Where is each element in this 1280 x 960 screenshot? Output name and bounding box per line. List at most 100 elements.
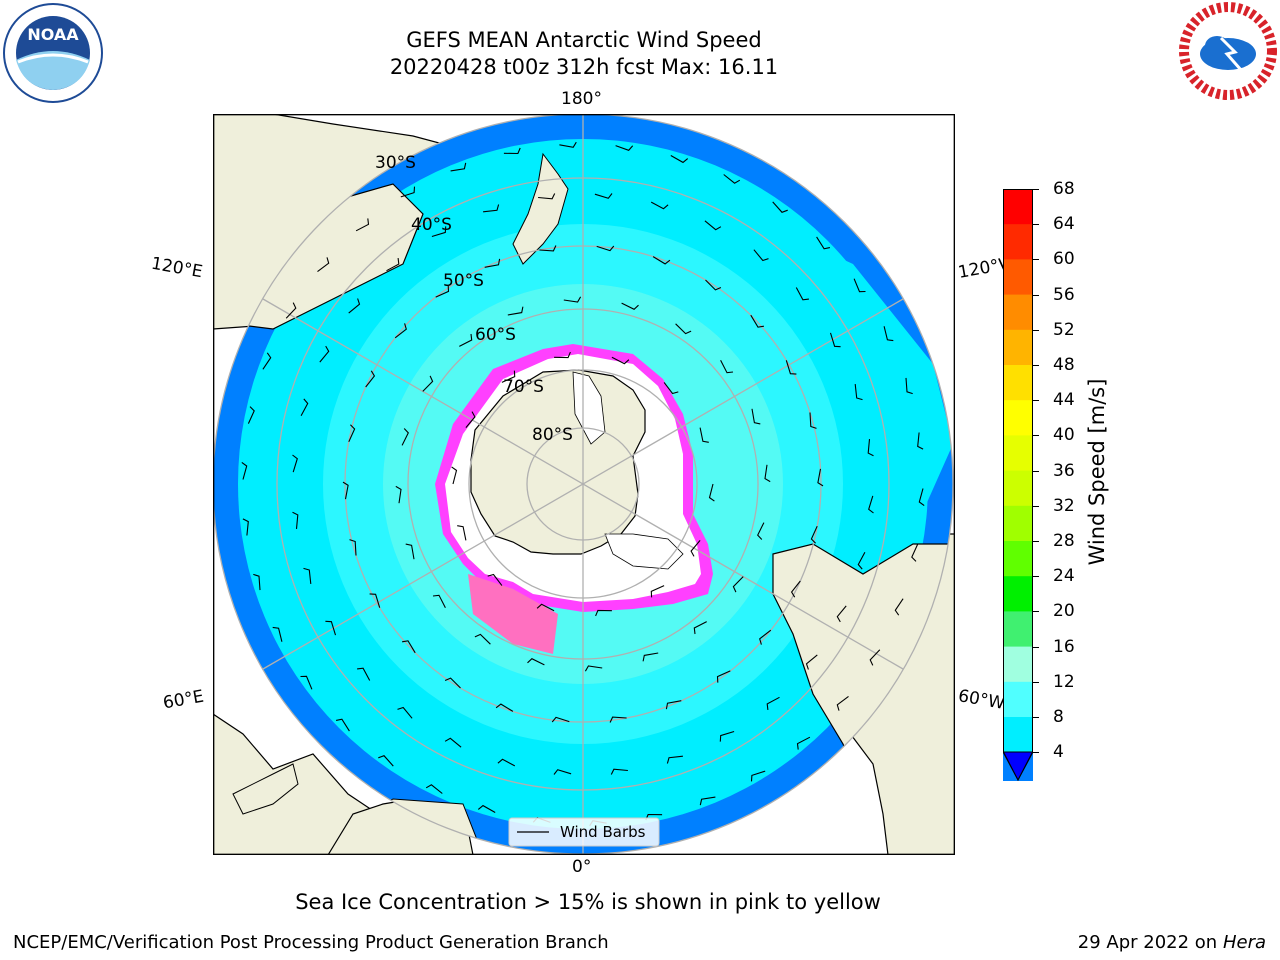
colorbar-tick-label: 20 bbox=[1053, 601, 1075, 622]
wind-barb bbox=[716, 670, 731, 683]
wind-barb bbox=[495, 703, 514, 712]
wind-barb bbox=[809, 412, 817, 429]
wind-barb bbox=[444, 677, 461, 689]
wind-barb bbox=[796, 736, 811, 750]
colorbar-band bbox=[1003, 400, 1033, 436]
colorbar-tick-label: 24 bbox=[1053, 566, 1075, 587]
colorbar-tick-mark bbox=[1033, 189, 1039, 190]
lat-label-40s: 40°S bbox=[411, 215, 452, 235]
wind-barb bbox=[539, 245, 557, 252]
wind-barb bbox=[285, 302, 297, 319]
wind-barb bbox=[690, 540, 701, 557]
colorbar-tick-mark bbox=[1033, 435, 1039, 437]
lon-label-180: 180° bbox=[561, 89, 602, 109]
wind-barb bbox=[253, 573, 261, 591]
colorbar-band bbox=[1003, 717, 1033, 753]
wind-barb bbox=[708, 483, 715, 502]
wind-barb bbox=[670, 155, 689, 164]
lat-label-60s: 60°S bbox=[475, 325, 516, 345]
wind-barb bbox=[483, 204, 500, 213]
wind-barb bbox=[300, 398, 309, 417]
colorbar-tick-mark bbox=[1033, 681, 1039, 683]
wind-barb bbox=[665, 700, 682, 710]
colorbar-tick-label: 56 bbox=[1053, 284, 1075, 305]
colorbar-band bbox=[1003, 435, 1033, 472]
colorbar-tick-mark bbox=[1033, 646, 1039, 648]
colorbar-tick-label: 44 bbox=[1053, 390, 1075, 411]
lon-label-60w: 60°W bbox=[956, 686, 1007, 714]
wind-barb bbox=[666, 755, 683, 764]
colorbar-band bbox=[1003, 541, 1033, 577]
wind-barb bbox=[894, 598, 904, 616]
colorbar-tick-label: 16 bbox=[1053, 636, 1075, 657]
colorbar-tick-mark bbox=[1033, 505, 1039, 507]
wind-barb bbox=[609, 716, 627, 723]
colorbar-tick-mark bbox=[1033, 541, 1039, 542]
wind-barb bbox=[553, 769, 572, 775]
wind-barb bbox=[772, 201, 788, 213]
colorbar-tick-label: 64 bbox=[1053, 214, 1075, 235]
colorbar-tick-mark bbox=[1033, 611, 1039, 613]
colorbar-tick-label: 28 bbox=[1053, 531, 1075, 551]
colorbar-band bbox=[1003, 329, 1033, 366]
wind-barb bbox=[857, 551, 866, 570]
wind-barb bbox=[369, 593, 381, 608]
colorbar-tick-mark bbox=[1033, 329, 1039, 331]
colorbar-band bbox=[1003, 646, 1033, 683]
wind-barb bbox=[501, 370, 516, 383]
wind-barb bbox=[365, 370, 376, 388]
wind-barb bbox=[693, 621, 707, 635]
colorbar-tick-label: 36 bbox=[1053, 460, 1075, 481]
wind-barb bbox=[425, 784, 443, 794]
wind-barb bbox=[357, 667, 371, 681]
wind-barb bbox=[704, 220, 722, 231]
colorbar-tick-label: 60 bbox=[1053, 249, 1075, 270]
wind-barb bbox=[917, 432, 924, 450]
wind-barb bbox=[817, 468, 824, 487]
wind-barb bbox=[750, 314, 764, 328]
wind-barb bbox=[451, 466, 458, 485]
lon-label-0: 0° bbox=[572, 857, 592, 877]
wind-barb bbox=[378, 755, 394, 767]
date-line: 29 Apr 2022 on Hera bbox=[1077, 932, 1266, 953]
wind-barb bbox=[853, 278, 866, 293]
wind-barb bbox=[303, 567, 312, 584]
sea-ice-note: Sea Ice Concentration > 15% is shown in … bbox=[295, 890, 881, 914]
colorbar-band bbox=[1003, 611, 1033, 648]
wind-barb bbox=[621, 302, 639, 310]
wind-barb bbox=[348, 298, 361, 314]
wind-barb bbox=[317, 257, 330, 273]
colorbar-band bbox=[1003, 365, 1033, 401]
wind-barb bbox=[400, 186, 416, 198]
colorbar-band bbox=[1003, 470, 1033, 507]
wind-barb bbox=[247, 406, 255, 424]
wind-barb bbox=[810, 525, 818, 544]
wind-barb bbox=[487, 573, 503, 586]
wind-barb bbox=[405, 543, 415, 560]
colorbar-tick-mark bbox=[1033, 576, 1039, 578]
host-name: Hera bbox=[1222, 932, 1266, 953]
colorbar-band bbox=[1003, 681, 1033, 718]
colorbar-tick-label: 68 bbox=[1053, 179, 1075, 199]
wind-barb bbox=[699, 427, 709, 443]
wind-barb bbox=[675, 323, 692, 335]
wind-barb bbox=[650, 585, 665, 598]
wind-barb bbox=[394, 323, 407, 339]
wind-barb bbox=[883, 326, 894, 342]
colorbar-band bbox=[1003, 576, 1033, 612]
noaa-logo: NOAA bbox=[2, 2, 104, 104]
wind-barb bbox=[292, 454, 298, 473]
colorbar-tick-mark bbox=[1033, 400, 1039, 402]
wind-barb bbox=[435, 285, 450, 298]
wind-barb bbox=[663, 382, 679, 395]
wind-barb bbox=[559, 141, 577, 148]
wind-barb bbox=[595, 609, 612, 617]
wind-barb bbox=[829, 332, 841, 348]
wind-barb bbox=[868, 495, 874, 514]
colorbar-tick-mark bbox=[1033, 752, 1039, 754]
wind-barb bbox=[642, 652, 659, 662]
lat-label-50s: 50°S bbox=[443, 271, 484, 291]
lat-label-70s: 70°S bbox=[503, 377, 544, 397]
wind-barb bbox=[242, 518, 249, 536]
lat-label-30s: 30°S bbox=[375, 153, 416, 173]
